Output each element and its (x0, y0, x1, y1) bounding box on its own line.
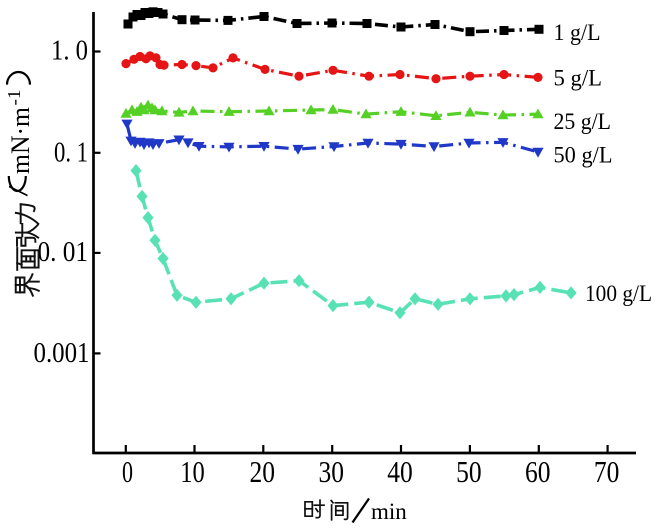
svg-text:50: 50 (456, 454, 482, 489)
svg-text:50 g/L: 50 g/L (554, 143, 613, 169)
svg-text:70: 70 (594, 454, 620, 489)
svg-text:25 g/L: 25 g/L (554, 109, 612, 135)
svg-text:0: 0 (122, 454, 133, 489)
svg-text:mN·m: mN·m (6, 107, 35, 174)
svg-text:-1: -1 (4, 90, 24, 106)
svg-text:60: 60 (525, 454, 551, 489)
svg-text:0. 01: 0. 01 (38, 237, 89, 268)
svg-text:1. 0: 1. 0 (51, 36, 88, 67)
svg-text:min: min (371, 499, 407, 524)
svg-text:30: 30 (318, 454, 344, 489)
svg-text:10: 10 (180, 454, 205, 489)
svg-text:20: 20 (250, 454, 276, 489)
svg-text:5 g/L: 5 g/L (554, 66, 603, 92)
svg-text:40: 40 (387, 454, 413, 489)
svg-text:0.001: 0.001 (34, 338, 90, 369)
svg-text:1 g/L: 1 g/L (554, 20, 601, 46)
svg-text:100 g/L: 100 g/L (585, 281, 652, 307)
svg-text:0. 1: 0. 1 (54, 138, 88, 169)
